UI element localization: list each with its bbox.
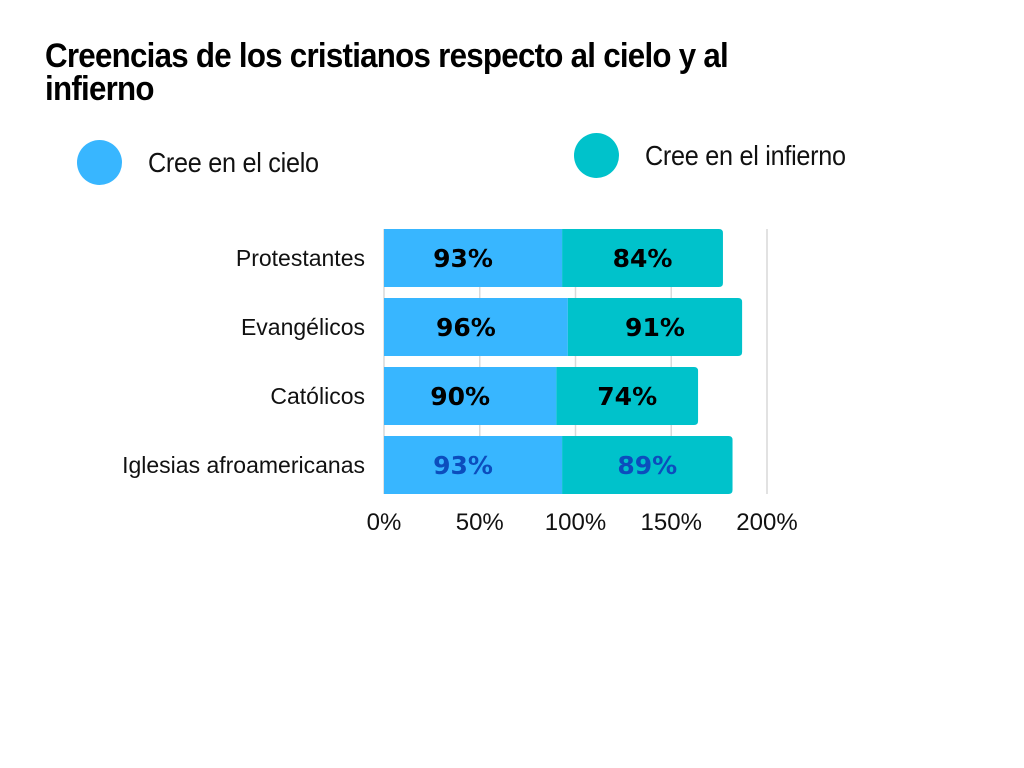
legend-item-infierno: Cree en el infierno <box>574 133 868 178</box>
category-label: Católicos <box>270 383 365 409</box>
legend-item-cielo: Cree en el cielo <box>77 140 338 185</box>
bar-segment <box>567 298 743 356</box>
data-label: 74% <box>597 382 657 411</box>
data-label: 89% <box>617 451 677 480</box>
category-label: Evangélicos <box>241 314 365 340</box>
data-label: 96% <box>436 313 496 342</box>
data-label: 93% <box>433 451 493 480</box>
data-label: 93% <box>433 244 493 273</box>
bars: 93% 84% 96% 91% 90% 74% 93% 89% <box>384 229 743 494</box>
bar-segment <box>384 229 563 287</box>
x-tick-label: 0% <box>367 509 402 536</box>
x-axis-ticks: 0% 50% 100% 150% 200% <box>367 509 798 536</box>
x-tick-label: 200% <box>736 509 797 536</box>
chart-title: Creencias de los cristianos respecto al … <box>45 37 729 108</box>
bar-segment <box>562 436 733 494</box>
x-tick-label: 100% <box>545 509 606 536</box>
legend-label: Cree en el infierno <box>645 139 846 171</box>
data-label: 91% <box>625 313 685 342</box>
bar-segment <box>384 298 568 356</box>
legend-label: Cree en el cielo <box>148 146 319 178</box>
category-label: Iglesias afroamericanas <box>122 452 365 478</box>
legend-swatch-icon <box>77 140 122 185</box>
category-label: Protestantes <box>236 245 365 271</box>
data-label: 90% <box>430 382 490 411</box>
bar-segment <box>384 367 557 425</box>
legend-swatch-icon <box>574 133 619 178</box>
bar-segment <box>384 436 563 494</box>
data-label: 84% <box>613 244 673 273</box>
x-tick-label: 150% <box>641 509 702 536</box>
x-tick-label: 50% <box>456 509 504 536</box>
bar-segment <box>562 229 723 287</box>
bar-segment <box>556 367 699 425</box>
category-labels: Protestantes Evangélicos Católicos Iglesias… <box>122 245 365 478</box>
